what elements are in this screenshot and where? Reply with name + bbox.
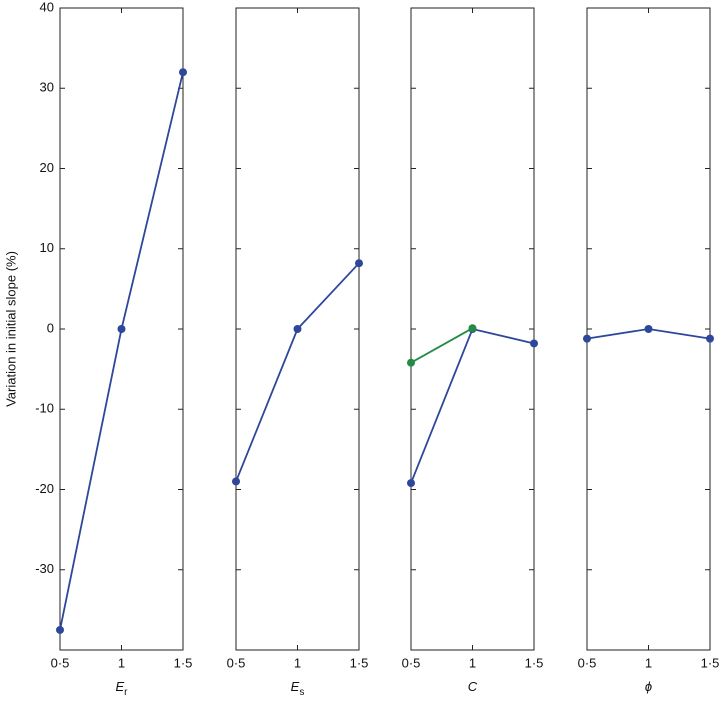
data-point: [407, 479, 415, 488]
x-tick-label: 0·5: [227, 655, 246, 670]
y-tick-label: -30: [35, 561, 54, 576]
x-tick-label: 1: [294, 655, 301, 670]
data-point: [530, 339, 538, 348]
data-point: [706, 334, 714, 343]
data-point: [468, 324, 477, 333]
x-axis-label: C: [468, 679, 478, 694]
x-axis-label: Er: [115, 679, 128, 697]
series-line: [59, 71, 184, 631]
y-tick-label: 20: [40, 160, 54, 175]
data-point: [179, 68, 187, 77]
y-tick-label: 0: [47, 320, 54, 335]
x-tick-label: 1: [645, 655, 652, 670]
x-axis-label-main: E: [115, 679, 124, 694]
data-point: [583, 334, 591, 343]
x-tick-label: 1·5: [350, 655, 369, 670]
data-point: [56, 625, 64, 634]
x-axis-label-sub: r: [124, 687, 128, 698]
y-tick-label: 10: [40, 240, 54, 255]
x-tick-label: 1·5: [701, 655, 720, 670]
series-line: [410, 327, 473, 364]
series-line: [235, 262, 360, 482]
x-axis-label: Es: [291, 679, 305, 697]
y-tick-label: -10: [35, 401, 54, 416]
data-point: [117, 325, 126, 333]
x-axis-label-main: C: [468, 679, 478, 694]
x-tick-label: 0·5: [51, 655, 70, 670]
data-point: [407, 358, 415, 367]
data-point: [355, 259, 363, 268]
data-point: [644, 325, 653, 333]
y-axis-label: Variation in initial slope (%): [3, 251, 18, 407]
y-tick-label: 40: [40, 0, 54, 14]
x-axis-label: ϕ: [645, 679, 652, 694]
data-point: [232, 477, 240, 486]
x-tick-label: 1·5: [174, 655, 193, 670]
x-tick-label: 1: [118, 655, 125, 670]
data-point: [293, 325, 302, 333]
x-axis-label-main: E: [291, 679, 300, 694]
x-tick-label: 0·5: [578, 655, 597, 670]
x-tick-label: 1·5: [525, 655, 544, 670]
x-axis-label-main: ϕ: [645, 679, 652, 694]
x-axis-label-sub: s: [299, 687, 304, 698]
x-tick-label: 1: [469, 655, 476, 670]
x-tick-label: 0·5: [402, 655, 421, 670]
y-tick-label: 30: [40, 80, 54, 95]
y-tick-label: -20: [35, 481, 54, 496]
